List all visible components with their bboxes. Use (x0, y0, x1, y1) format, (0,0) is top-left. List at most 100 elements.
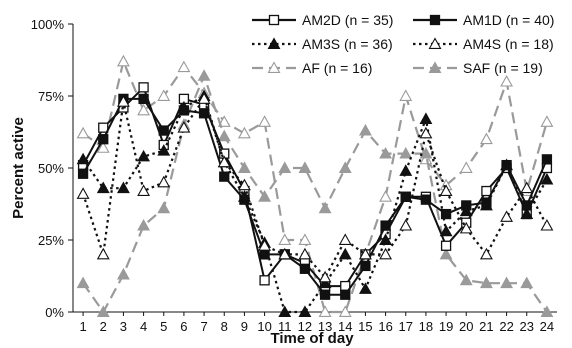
data-point (379, 190, 393, 202)
data-point (440, 208, 452, 220)
data-point (98, 122, 109, 133)
data-point (137, 149, 151, 162)
x-tick-label: 6 (180, 319, 187, 334)
data-point (217, 115, 231, 127)
x-tick-label: 11 (278, 319, 292, 334)
data-point (237, 190, 251, 202)
data-point (338, 233, 352, 245)
data-point (500, 74, 514, 87)
y-tick-label: 0% (45, 305, 64, 320)
legend-item: AF (n = 16) (252, 60, 372, 76)
x-tick-label: 24 (540, 319, 554, 334)
series-layer (76, 54, 554, 317)
data-point (400, 191, 411, 202)
x-tick-label: 20 (459, 319, 473, 334)
data-point (259, 275, 270, 286)
data-point (419, 112, 433, 124)
data-point (177, 60, 191, 73)
data-point (338, 247, 352, 260)
data-point (278, 233, 292, 245)
data-point (96, 141, 110, 153)
data-point (318, 201, 332, 214)
data-point (479, 247, 493, 260)
data-point (318, 276, 332, 289)
data-point (318, 270, 332, 283)
data-point (77, 168, 89, 179)
legend-marker (268, 14, 280, 26)
data-point (157, 201, 171, 214)
x-tick-label: 14 (338, 319, 352, 334)
data-point (379, 146, 393, 159)
data-point (96, 181, 110, 194)
x-tick-label: 15 (358, 319, 372, 334)
data-point (479, 132, 493, 145)
y-tick-label: 100% (31, 17, 65, 32)
legend-item: SAF (n = 19) (413, 60, 543, 76)
data-point (340, 289, 351, 300)
x-tick-label: 21 (479, 319, 493, 334)
data-point (520, 276, 534, 289)
data-point (76, 152, 90, 165)
data-point (299, 263, 311, 274)
data-point (278, 305, 292, 317)
legend-marker (267, 37, 281, 49)
data-point (138, 93, 149, 105)
y-tick-label: 50% (38, 161, 64, 176)
data-point (380, 220, 391, 231)
x-tick-label: 8 (221, 319, 228, 334)
data-point (500, 210, 514, 222)
series-line (82, 74, 548, 314)
y-axis-title: Percent active (10, 117, 27, 219)
data-point (358, 123, 372, 136)
legend-label: AM4S (n = 18) (463, 36, 554, 52)
data-point (439, 247, 453, 260)
data-point (520, 207, 534, 220)
data-point (98, 134, 109, 145)
legend-item: AM2D (n = 35) (252, 12, 393, 28)
legend-label: AM1D (n = 40) (463, 12, 554, 28)
legend-marker (428, 61, 442, 73)
data-point (219, 171, 230, 182)
legend-item: AM4S (n = 18) (413, 36, 554, 52)
data-point (399, 89, 413, 101)
data-point (137, 218, 151, 231)
series-5 (76, 69, 554, 317)
data-point (540, 115, 554, 127)
data-point (298, 233, 312, 245)
data-point (177, 100, 191, 113)
data-point (318, 305, 332, 317)
data-point (237, 126, 251, 139)
data-point (459, 273, 473, 286)
data-point (419, 126, 433, 139)
legend-label: AM3S (n = 36) (302, 36, 393, 52)
legend-item: AM3S (n = 36) (252, 36, 393, 52)
data-point (217, 129, 231, 142)
data-point (137, 103, 151, 116)
data-point (358, 247, 372, 260)
data-point (76, 126, 90, 139)
data-point (481, 185, 492, 197)
series-4 (76, 54, 554, 317)
data-point (399, 218, 413, 231)
data-point (459, 161, 473, 173)
data-point (116, 54, 130, 67)
y-tick-label: 25% (38, 233, 64, 248)
data-point (399, 164, 413, 176)
data-point (137, 184, 151, 196)
data-point (278, 247, 292, 260)
data-point (379, 247, 393, 260)
data-point (237, 161, 251, 173)
data-point (338, 161, 352, 173)
data-point (540, 305, 554, 317)
data-point (319, 289, 331, 300)
data-point (116, 267, 130, 280)
data-point (96, 247, 110, 260)
x-tick-label: 1 (79, 319, 86, 334)
data-point (237, 178, 251, 191)
x-tick-label: 4 (140, 319, 147, 334)
data-point (197, 69, 211, 81)
x-tick-label: 5 (160, 319, 167, 334)
data-point (479, 276, 493, 289)
data-point (298, 161, 312, 173)
data-point (177, 121, 191, 133)
